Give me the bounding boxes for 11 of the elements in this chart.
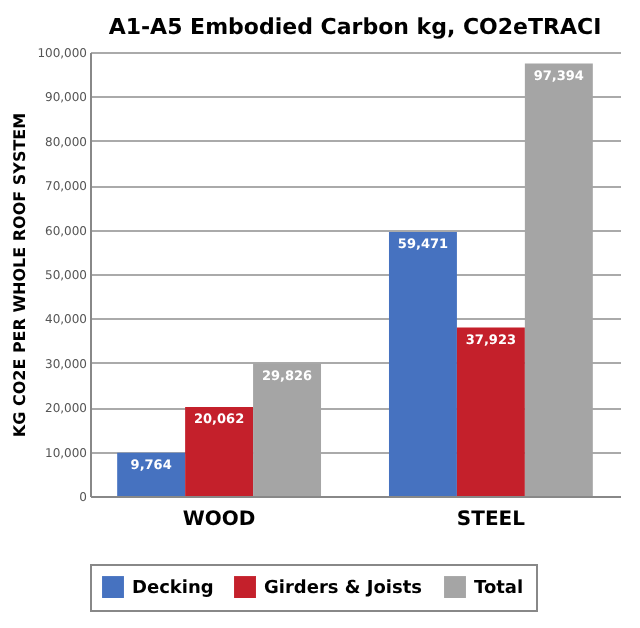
bar [388, 231, 457, 496]
chart-title: A1-A5 Embodied Carbon kg, CO2eTRACI [108, 14, 602, 40]
legend-label: Girders & Joists [264, 579, 423, 600]
y-axis-title: KG CO2E PER WHOLE ROOF SYSTEM [11, 112, 30, 438]
bar [117, 452, 186, 496]
bar [456, 327, 525, 496]
x-tick-label: STEEL [456, 509, 527, 531]
x-tick-label: WOOD [182, 509, 256, 531]
bar [185, 406, 254, 496]
legend-label: Total [474, 579, 524, 600]
legend-label: Decking [132, 579, 214, 600]
